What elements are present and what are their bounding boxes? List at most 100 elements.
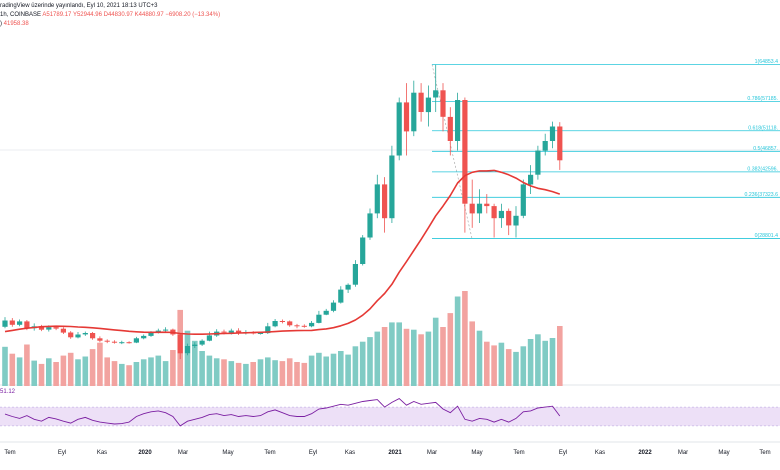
candle <box>316 310 322 324</box>
candle-body <box>2 320 8 327</box>
volume-bar <box>484 341 490 386</box>
time-axis-label: Tem <box>759 450 770 456</box>
volume-bar <box>359 341 366 386</box>
time-axis-label: Tem <box>4 450 15 456</box>
candle-body <box>236 330 242 333</box>
candle-body <box>272 321 278 327</box>
candle-body <box>352 264 358 285</box>
candle <box>323 308 329 316</box>
volume-bar <box>338 351 344 386</box>
candle <box>520 179 526 219</box>
volume-bar <box>257 359 264 386</box>
candle <box>396 97 402 161</box>
candle <box>491 203 497 238</box>
candle <box>90 332 96 340</box>
volume-bar <box>82 356 89 386</box>
time-axis-label: May <box>222 450 233 456</box>
candle <box>104 339 110 344</box>
volume-bar <box>440 327 446 386</box>
candle <box>506 208 512 236</box>
candle <box>535 145 541 180</box>
fib-level-label: 0.786(57185. <box>747 96 778 102</box>
candle <box>287 320 293 327</box>
candle-body <box>506 210 512 226</box>
candle <box>498 203 504 228</box>
volume-bar <box>75 359 81 386</box>
candle-body <box>75 334 81 338</box>
candle <box>177 333 183 360</box>
candle <box>338 286 344 304</box>
time-axis-label: May <box>471 450 482 456</box>
candle-body <box>184 346 191 354</box>
volume-bar <box>31 360 37 386</box>
ma-path <box>4 169 561 335</box>
volume-bar <box>447 313 454 386</box>
candle-body <box>257 333 264 334</box>
candle-body <box>279 321 285 322</box>
volume-bar <box>389 322 395 386</box>
candle <box>294 323 300 329</box>
volume-bar <box>432 317 439 386</box>
candle-body <box>148 332 154 336</box>
volume-bar <box>60 355 67 386</box>
candle-body <box>367 213 373 238</box>
candle-body <box>38 326 45 330</box>
candle-body <box>557 126 563 161</box>
volume-bar <box>53 362 59 386</box>
time-axis-label: Mar <box>178 450 188 456</box>
volume-bar <box>381 327 388 386</box>
volume-bar <box>170 350 176 386</box>
candle-body <box>192 344 198 346</box>
candle-body <box>104 340 110 342</box>
candle-body <box>469 203 475 214</box>
candle <box>330 300 337 313</box>
rsi-band <box>0 407 780 426</box>
time-axis-label: Tem <box>264 450 275 456</box>
candle <box>411 80 417 137</box>
candle-body <box>17 321 23 325</box>
volume-bar <box>221 359 227 386</box>
fibonacci-retracement[interactable]: 1(64853.4 0.786(57185. 0.618(51118. 0.5(468… <box>431 59 780 239</box>
candle <box>82 331 88 336</box>
volume-bar <box>184 330 191 386</box>
candle <box>484 194 490 214</box>
candle-body <box>228 330 234 333</box>
candle-body <box>491 206 497 219</box>
candle-body <box>330 302 337 311</box>
volume-bar <box>2 346 8 386</box>
candle <box>462 97 468 233</box>
volume-bar <box>67 352 74 386</box>
time-axis-label: 2020 <box>138 450 152 456</box>
candle <box>192 342 198 348</box>
time-axis-label: Eyl <box>58 450 66 456</box>
candle-body <box>309 322 315 327</box>
candle-body <box>440 90 446 117</box>
time-axis[interactable]: Tem Eyl Kas 2020 Mar May Tem Eyl Kas 2021 Mar May Te… <box>4 450 770 456</box>
candle-body <box>513 215 519 226</box>
volume-bar <box>520 346 527 386</box>
volume-bar <box>148 357 154 386</box>
candle-body <box>126 342 132 344</box>
volume-bar <box>206 355 213 386</box>
candle <box>455 92 461 151</box>
candle-body <box>476 203 483 214</box>
candle <box>352 260 358 287</box>
candle <box>447 107 453 156</box>
candle-body <box>345 284 351 290</box>
candle <box>309 320 315 328</box>
publisher-text: radingView üzerinde yayınlandı, Eyl 10, … <box>0 3 158 9</box>
candle-body <box>528 174 534 185</box>
time-axis-label: Tem <box>513 450 524 456</box>
candle <box>418 83 424 122</box>
candle <box>301 324 307 328</box>
candle-body <box>498 210 504 219</box>
ma-legend: ) 41958.38 <box>0 21 29 27</box>
volume-bar <box>527 339 534 386</box>
ma-value: 41958.38 <box>3 21 29 27</box>
candle-body <box>265 326 271 334</box>
volume-histogram <box>2 291 563 386</box>
time-axis-label: Eyl <box>309 450 317 456</box>
candle-body <box>484 203 490 207</box>
